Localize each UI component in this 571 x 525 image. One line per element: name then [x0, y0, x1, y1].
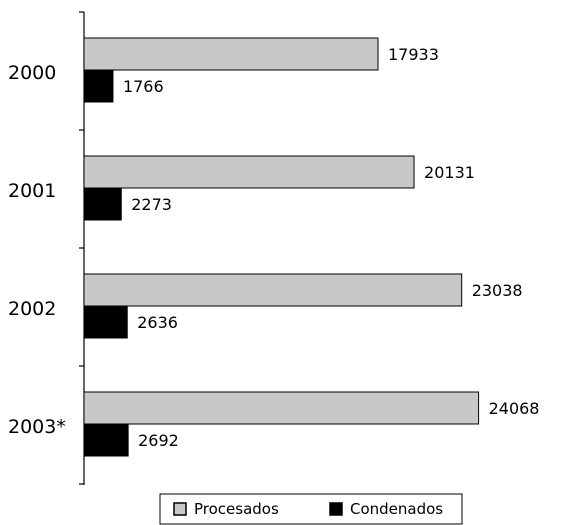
category-label: 2001 — [8, 180, 56, 202]
bar-procesados — [83, 391, 480, 425]
data-label: 23038 — [472, 281, 523, 300]
bar-condenados — [83, 423, 129, 457]
bar-condenados — [83, 187, 122, 221]
data-label: 20131 — [424, 163, 475, 182]
legend-label: Condenados — [350, 500, 443, 518]
bar-procesados — [83, 155, 415, 189]
bar-condenados — [83, 305, 128, 339]
legend-box — [159, 493, 463, 525]
data-label: 24068 — [489, 399, 540, 418]
legend-swatch-condenados — [329, 502, 343, 516]
data-label: 2692 — [138, 431, 179, 450]
bar-procesados — [83, 273, 463, 307]
bar-condenados — [83, 69, 114, 103]
category-label: 2002 — [8, 298, 56, 320]
legend-swatch-procesados — [173, 502, 187, 516]
bar-procesados — [83, 37, 379, 71]
data-label: 2273 — [131, 195, 172, 214]
data-label: 2636 — [137, 313, 178, 332]
category-label: 2000 — [8, 62, 56, 84]
legend-label: Procesados — [194, 500, 279, 518]
data-label: 1766 — [123, 77, 164, 96]
data-label: 17933 — [388, 45, 439, 64]
category-label: 2003* — [8, 416, 66, 438]
